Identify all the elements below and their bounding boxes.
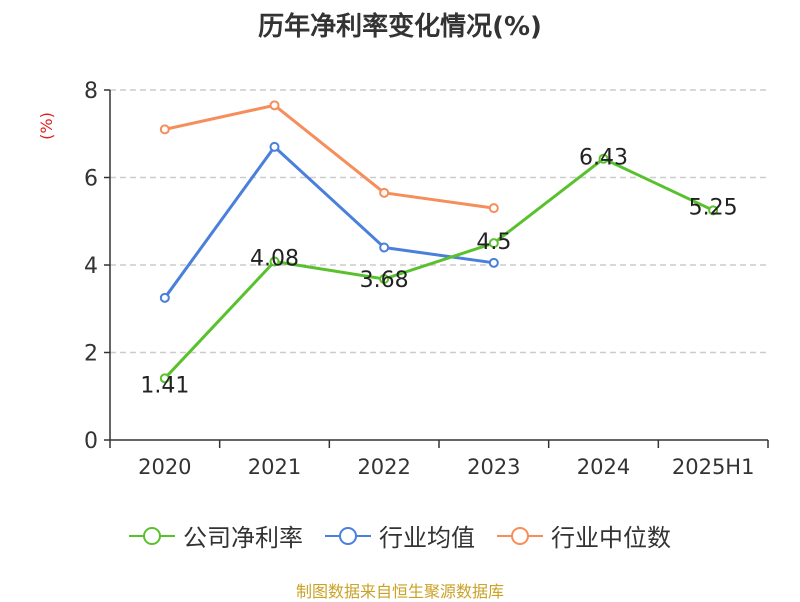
legend-label-industry-median: 行业中位数	[551, 524, 671, 552]
x-tick-label-2021: 2021	[248, 455, 301, 479]
legend-item-industry-average[interactable]: 行业均值	[325, 518, 475, 553]
series-line-1	[163, 145, 495, 299]
series-1-point-3	[488, 257, 499, 268]
data-label-4: 6.43	[579, 146, 628, 171]
y-tick-label-8: 8	[84, 79, 98, 104]
data-label-2: 3.68	[360, 268, 409, 293]
x-tick-label-2022: 2022	[357, 455, 410, 479]
series-2-point-3	[488, 203, 499, 214]
series-line-0	[163, 157, 714, 380]
y-tick-label-2: 2	[84, 342, 98, 367]
series-2-point-1	[269, 100, 280, 111]
x-tick-label-2020: 2020	[138, 455, 191, 479]
chart-title: 历年净利率变化情况(%)	[258, 12, 542, 42]
legend-label-company: 公司净利率	[183, 524, 303, 552]
legend-item-industry-median[interactable]: 行业中位数	[497, 518, 671, 553]
legend-swatch-industry-average	[325, 526, 371, 545]
series-0-point-5	[708, 205, 719, 216]
data-label-1: 4.08	[250, 247, 299, 272]
source-note: 制图数据来自恒生聚源数据库	[295, 582, 504, 601]
y-tick-label-4: 4	[84, 254, 98, 279]
y-tick-label-6: 6	[84, 167, 98, 192]
data-label-3: 4.5	[476, 230, 511, 255]
x-tick-label-2025H1: 2025H1	[672, 455, 755, 479]
series-2-point-2	[379, 187, 390, 198]
series-0-point-4	[598, 153, 609, 164]
series-0-point-0	[159, 373, 170, 384]
series-0-point-3	[488, 238, 499, 249]
series-1-point-1	[269, 141, 280, 152]
legend: 公司净利率 行业均值 行业中位数	[0, 518, 800, 553]
y-tick-label-0: 0	[84, 429, 98, 454]
legend-swatch-industry-median	[497, 526, 543, 545]
series-2-point-0	[159, 124, 170, 135]
series-1-point-0	[159, 292, 170, 303]
series-1-point-2	[379, 242, 390, 253]
y-axis-label: (%)	[37, 112, 56, 140]
x-tick-label-2023: 2023	[467, 455, 520, 479]
data-label-0: 1.41	[140, 373, 189, 398]
legend-label-industry-average: 行业均值	[379, 524, 475, 552]
series-line-2	[164, 103, 495, 210]
series-0-point-1	[269, 256, 280, 267]
legend-item-company-net-margin[interactable]: 公司净利率	[129, 518, 303, 553]
legend-swatch-company	[129, 526, 175, 545]
series-0-point-2	[379, 274, 390, 284]
data-label-5: 5.25	[689, 195, 738, 220]
x-tick-label-2024: 2024	[577, 455, 630, 479]
